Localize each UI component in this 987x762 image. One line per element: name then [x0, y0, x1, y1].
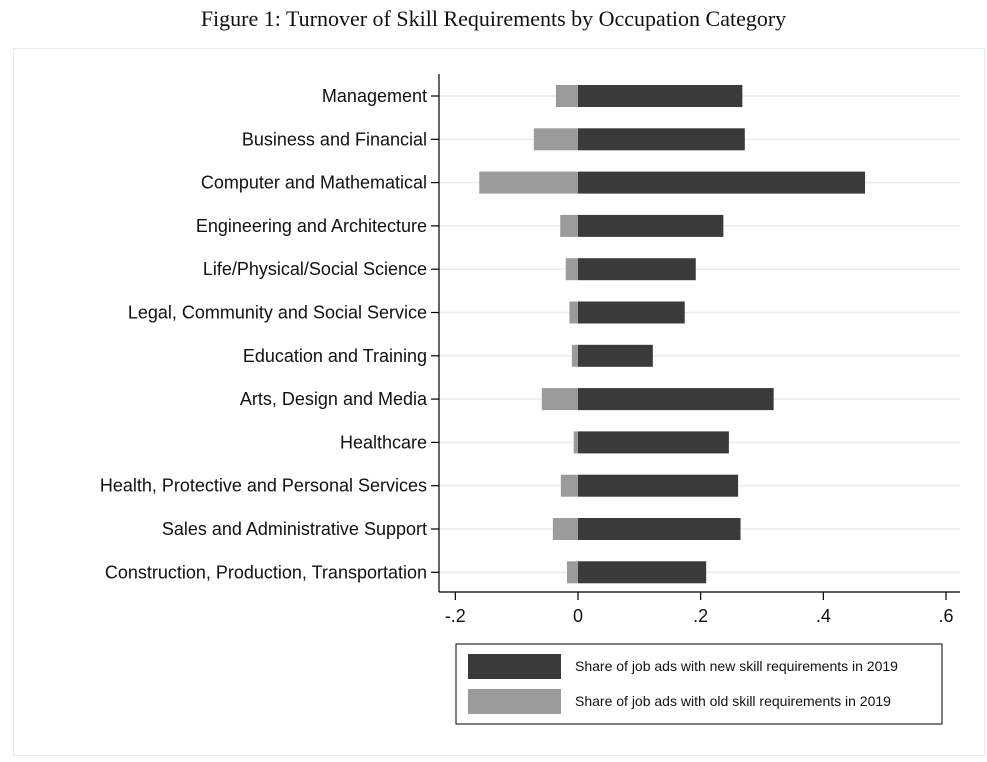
bar-new — [578, 258, 696, 281]
bar-new — [578, 344, 653, 367]
legend-swatch — [468, 654, 561, 679]
category-label: Business and Financial — [242, 129, 427, 149]
category-label: Computer and Mathematical — [201, 173, 427, 193]
bar-old — [560, 214, 578, 237]
category-label: Construction, Production, Transportation — [105, 562, 427, 582]
bar-old — [560, 474, 578, 497]
bar-old — [573, 431, 578, 454]
bar-new — [578, 301, 685, 324]
bar-new — [578, 214, 724, 237]
bar-new — [578, 518, 741, 540]
bar-new — [578, 431, 729, 454]
bar-chart: Management Business and Financial Computer… — [100, 74, 960, 725]
category-label: Health, Protective and Personal Services — [100, 476, 427, 496]
category-label: Legal, Community and Social Service — [128, 303, 427, 323]
bar-old — [569, 301, 578, 324]
bar-old — [533, 128, 578, 151]
category-label: Life/Physical/Social Science — [203, 259, 427, 279]
category-label: Healthcare — [340, 432, 427, 452]
bar-old — [565, 258, 578, 281]
bar-new — [578, 128, 745, 151]
bar-old — [541, 388, 578, 411]
category-label: Arts, Design and Media — [240, 389, 428, 409]
x-tick-label: .4 — [816, 606, 831, 626]
category-label: Education and Training — [243, 346, 427, 366]
x-tick-label: .6 — [938, 606, 953, 626]
legend-label: Share of job ads with new skill requirem… — [575, 658, 898, 674]
legend-label: Share of job ads with old skill requirem… — [575, 693, 891, 709]
x-tick-label: .2 — [693, 606, 708, 626]
bar-old — [566, 561, 578, 584]
category-label: Engineering and Architecture — [196, 216, 427, 236]
category-label: Sales and Administrative Support — [162, 519, 427, 539]
bar-old — [552, 518, 578, 540]
bar-old — [571, 344, 578, 367]
category-label: Management — [322, 86, 427, 106]
bar-new — [578, 388, 774, 411]
bar-old — [479, 171, 578, 194]
bar-new — [578, 561, 707, 584]
bar-new — [578, 474, 739, 497]
bar-old — [555, 85, 578, 107]
figure-title: Figure 1: Turnover of Skill Requirements… — [200, 6, 787, 31]
x-tick-label: 0 — [573, 606, 583, 626]
chart-panel: Management Business and Financial Computer… — [13, 48, 985, 756]
bar-new — [578, 85, 743, 107]
legend-swatch — [468, 689, 561, 714]
bar-new — [578, 171, 866, 194]
x-tick-label: -.2 — [445, 606, 466, 626]
